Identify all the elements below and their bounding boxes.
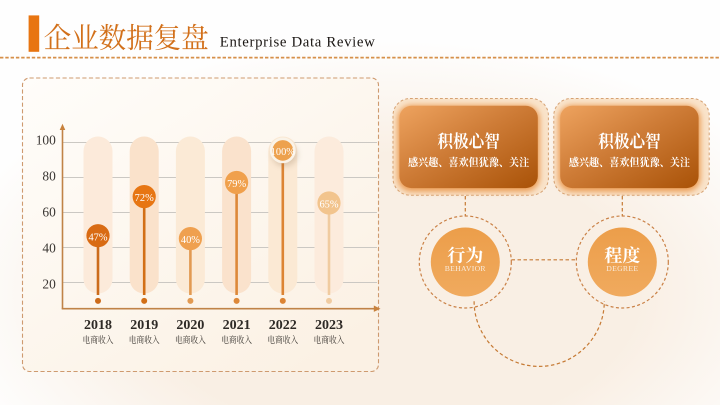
svg-text:60: 60	[42, 205, 56, 220]
svg-text:47%: 47%	[88, 232, 107, 243]
svg-text:79%: 79%	[227, 179, 246, 190]
svg-text:2020: 2020	[176, 318, 204, 333]
svg-text:2019: 2019	[130, 318, 158, 333]
svg-text:100: 100	[36, 132, 56, 147]
svg-text:2021: 2021	[223, 318, 251, 333]
svg-text:2022: 2022	[269, 318, 297, 333]
svg-text:72%: 72%	[135, 193, 154, 204]
svg-text:DEGREE: DEGREE	[606, 264, 638, 273]
svg-text:80: 80	[42, 168, 56, 183]
svg-text:2023: 2023	[315, 318, 343, 333]
svg-text:40: 40	[42, 241, 56, 256]
svg-text:40%: 40%	[181, 235, 200, 246]
svg-text:2018: 2018	[84, 318, 112, 333]
svg-text:100%: 100%	[271, 147, 296, 158]
svg-text:Enterprise Data Review: Enterprise Data Review	[220, 35, 376, 51]
svg-text:65%: 65%	[319, 200, 338, 211]
svg-text:BEHAVIOR: BEHAVIOR	[445, 264, 487, 273]
svg-text:20: 20	[42, 277, 56, 292]
